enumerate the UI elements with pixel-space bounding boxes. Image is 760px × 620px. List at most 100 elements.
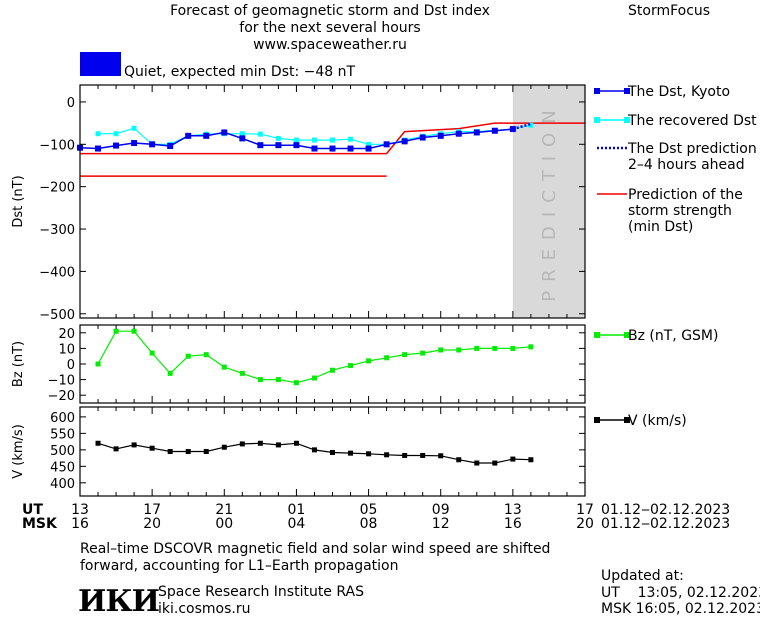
legend-strength-label-1: Prediction of the <box>628 187 743 203</box>
point-v <box>474 460 480 466</box>
point-bz <box>474 345 480 351</box>
bz-panel-frame <box>79 324 586 404</box>
point-v <box>293 440 299 446</box>
point-dst <box>473 129 480 136</box>
series-line-strength-a <box>80 122 585 155</box>
point-v <box>510 456 516 462</box>
msk-tick-label: 04 <box>287 516 306 532</box>
msk-tick-label: 16 <box>71 516 89 532</box>
point-recovered <box>275 135 281 141</box>
point-bz <box>293 380 299 386</box>
bz-ytick-label: −20 <box>48 389 75 404</box>
point-v <box>438 453 444 459</box>
legend-dst-label: The Dst, Kyoto <box>628 84 731 100</box>
point-bz <box>366 358 372 364</box>
point-v <box>384 452 390 458</box>
point-bz <box>239 370 245 376</box>
ut-tick-label: 21 <box>215 502 234 518</box>
dst-ytick-label: −500 <box>39 308 75 323</box>
series-line-prediction <box>512 122 532 131</box>
dst-ytick-label: 0 <box>67 96 75 111</box>
point-dst <box>455 130 462 137</box>
point-v <box>275 442 281 448</box>
dst-ytick-label: −300 <box>39 223 75 238</box>
point-dst <box>347 145 354 152</box>
point-recovered <box>330 137 335 143</box>
legend-bz-label: Bz (nT, GSM) <box>628 328 719 344</box>
msk-date-range: 01.12‒02.12.2023 <box>601 516 731 532</box>
point-bz <box>420 350 426 356</box>
point-dst <box>185 132 192 139</box>
ut-date-range: 01.12‒02.12.2023 <box>601 502 731 518</box>
point-dst <box>311 145 318 152</box>
point-v <box>149 445 155 451</box>
updated-label: Updated at: <box>601 568 684 584</box>
point-bz <box>185 353 191 359</box>
legend-recovered-line-marker <box>624 117 630 123</box>
point-bz <box>311 375 317 381</box>
title-line-1: Forecast of geomagnetic storm and Dst in… <box>170 3 490 19</box>
point-bz <box>438 347 444 353</box>
legend-v-line-marker <box>624 417 630 423</box>
institute-name: Space Research Institute RAS <box>158 584 364 600</box>
point-dst <box>95 145 102 152</box>
msk-tick-label: 20 <box>143 516 162 532</box>
point-bz <box>149 350 155 356</box>
ut-tick-label: 13 <box>71 502 89 518</box>
dst-panel-frame <box>79 84 586 319</box>
point-dst <box>239 135 246 142</box>
bz-ytick-label: 0 <box>67 358 75 373</box>
status-text: Quiet, expected min Dst: −48 nT <box>124 64 356 80</box>
iki-logo: ИКИ <box>78 584 160 619</box>
ut-tick-label: 09 <box>431 502 450 518</box>
point-dst <box>275 142 282 149</box>
prediction-label: PREDICTION <box>539 101 560 301</box>
legend-v-label: V (km/s) <box>628 413 687 429</box>
point-dst <box>131 140 138 147</box>
brand-name: StormFocus <box>628 3 711 19</box>
series-line-bz <box>97 330 531 384</box>
legend-dst-line-marker <box>624 88 630 94</box>
point-recovered <box>293 137 299 143</box>
point-v <box>366 451 372 457</box>
updated-ut: UT 13:05, 02.12.2023 <box>601 585 760 601</box>
ut-tick-label: 01 <box>287 502 306 518</box>
msk-tick-label: 00 <box>215 516 234 532</box>
point-bz <box>510 345 516 351</box>
status-indicator <box>80 52 121 76</box>
bz-ytick-label: 10 <box>58 342 75 357</box>
point-bz <box>275 377 281 383</box>
dst-ytick-label: −200 <box>39 181 75 196</box>
point-dst <box>365 145 372 152</box>
v-ytick-label: 500 <box>50 444 75 459</box>
bz-axis-label: Bz (nT) <box>11 341 26 387</box>
point-v <box>185 449 191 454</box>
point-v <box>348 450 354 456</box>
dst-axis-label: Dst (nT) <box>11 175 26 227</box>
point-bz <box>257 377 263 383</box>
point-bz <box>402 352 408 358</box>
dst-ytick-label: −400 <box>39 265 75 280</box>
ut-tick-label: 17 <box>576 502 594 518</box>
point-v <box>330 449 335 455</box>
point-v <box>167 449 173 454</box>
point-recovered <box>311 137 317 143</box>
v-axis-label: V (km/s) <box>11 424 26 479</box>
point-bz <box>167 370 173 376</box>
point-dst <box>113 142 120 149</box>
point-bz <box>131 328 137 334</box>
point-v <box>113 446 119 452</box>
point-recovered <box>366 141 372 147</box>
v-ytick-label: 450 <box>50 460 75 475</box>
institute-url[interactable]: iki.cosmos.ru <box>158 601 251 617</box>
point-recovered <box>131 125 137 131</box>
point-bz <box>330 367 335 373</box>
legend-strength-label-2: storm strength <box>628 203 732 219</box>
point-v <box>257 440 263 446</box>
msk-tick-label: 12 <box>431 516 450 532</box>
legend-prediction-label-2: 2–4 hours ahead <box>628 157 745 173</box>
legend-bz-line-marker <box>594 332 600 338</box>
updated-msk: MSK 16:05, 02.12.2023 <box>601 601 760 617</box>
point-dst <box>149 141 156 148</box>
